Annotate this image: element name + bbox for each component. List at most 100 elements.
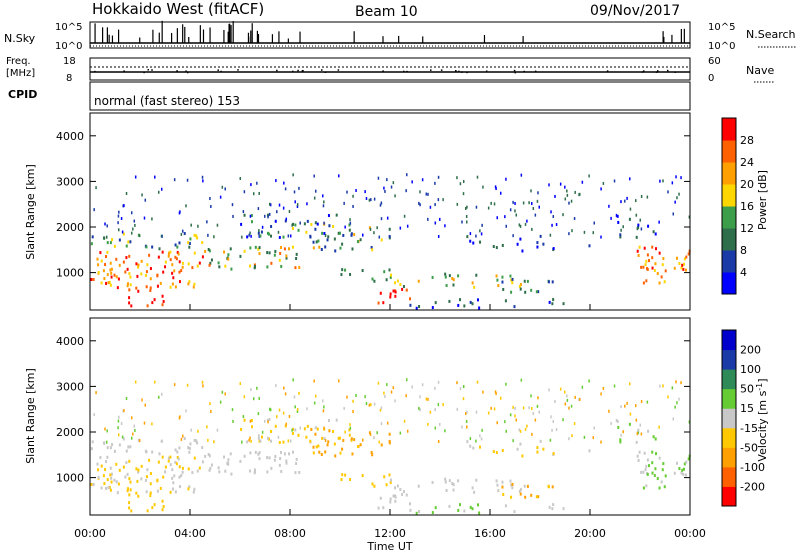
velocity-cell [310, 428, 313, 432]
power-cell [496, 216, 498, 220]
velocity-cell [169, 463, 172, 467]
power-cell [382, 301, 385, 305]
power-cell [161, 294, 164, 298]
velocity-cell [636, 432, 639, 436]
power-cell [95, 186, 97, 190]
velocity-cell [652, 435, 655, 439]
power-cell [388, 227, 391, 231]
power-cell [548, 183, 550, 187]
velocity-heatmap [90, 378, 691, 515]
power-cell [144, 198, 147, 202]
velocity-cell [519, 492, 522, 496]
power-cell [646, 267, 649, 271]
power-cell [218, 265, 221, 269]
velocity-cell [351, 452, 354, 456]
colorbar-segment [722, 486, 736, 507]
power-cell [344, 225, 346, 229]
velocity-cell [602, 386, 605, 390]
velocity-ylabel: Slant Range [km] [24, 368, 37, 464]
velocity-cell [522, 406, 525, 410]
velocity-cell [671, 386, 674, 390]
velocity-cell [392, 494, 395, 498]
velocity-cell [151, 506, 154, 510]
freq-dot [151, 69, 153, 71]
power-cell [284, 219, 287, 223]
power-cell [370, 245, 373, 249]
power-cell [406, 224, 409, 228]
power-cell [186, 178, 189, 182]
power-cell [123, 204, 125, 208]
velocity-cell [635, 440, 638, 444]
velocity-cell [130, 416, 133, 420]
freq-dot [466, 71, 468, 74]
velocity-cell [362, 438, 364, 442]
colorbar-tick-label: 16 [740, 200, 754, 213]
power-cell [352, 194, 354, 198]
velocity-cell [127, 487, 130, 491]
velocity-cell [348, 428, 351, 432]
power-cell [145, 270, 148, 274]
velocity-cell [111, 443, 114, 447]
velocity-cell [552, 420, 555, 424]
velocity-cell [171, 487, 174, 491]
freq-dot [440, 69, 443, 71]
power-cell [652, 230, 655, 234]
colorbar-tick-label: 28 [740, 134, 754, 147]
velocity-cell [104, 468, 107, 472]
power-cell [174, 285, 177, 289]
freq-dot [674, 71, 677, 73]
power-cell [188, 245, 191, 249]
velocity-cell [314, 432, 317, 436]
power-cell [643, 246, 646, 250]
power-cell [327, 214, 330, 218]
power-cell [537, 290, 540, 294]
velocity-cell [429, 410, 432, 414]
power-cell [549, 233, 552, 237]
power-cell [207, 233, 209, 237]
power-cell [93, 208, 95, 212]
power-cell [495, 187, 497, 191]
power-cell [113, 273, 116, 277]
velocity-cell [250, 388, 252, 392]
velocity-cell [431, 480, 434, 484]
power-cell [261, 225, 264, 229]
velocity-cell [437, 439, 440, 443]
velocity-cell [380, 406, 383, 410]
power-cell [660, 275, 663, 279]
power-cell [524, 290, 527, 294]
velocity-cell [186, 383, 189, 387]
velocity-cell [117, 419, 120, 423]
velocity-cell [305, 435, 308, 439]
velocity-cell [530, 394, 532, 398]
power-cell [351, 247, 354, 251]
velocity-cell [187, 446, 190, 450]
power-cell [642, 281, 645, 285]
power-cell [359, 238, 362, 242]
velocity-cell [293, 395, 296, 399]
colorbar-segment [722, 388, 736, 409]
velocity-cell [384, 394, 386, 398]
velocity-cell [465, 412, 467, 416]
velocity-cell [547, 485, 550, 489]
velocity-cell [364, 395, 366, 399]
power-cell [380, 238, 383, 242]
power-cell [635, 235, 638, 239]
power-cell [110, 271, 113, 275]
velocity-cell [157, 395, 160, 399]
velocity-cell [475, 478, 478, 482]
power-cell [377, 176, 380, 180]
velocity-cell [401, 492, 404, 496]
power-cell [128, 288, 131, 292]
velocity-cell [626, 401, 628, 405]
power-cell [297, 228, 300, 232]
power-cell [258, 191, 260, 195]
velocity-cell [151, 450, 154, 454]
velocity-cell [213, 440, 215, 444]
velocity-cell [90, 447, 93, 451]
velocity-cell [157, 460, 160, 464]
power-cell [550, 210, 552, 214]
power-cell [651, 245, 654, 249]
velocity-cell [343, 406, 345, 410]
velocity-cell [268, 417, 271, 421]
power-cell [116, 286, 119, 290]
